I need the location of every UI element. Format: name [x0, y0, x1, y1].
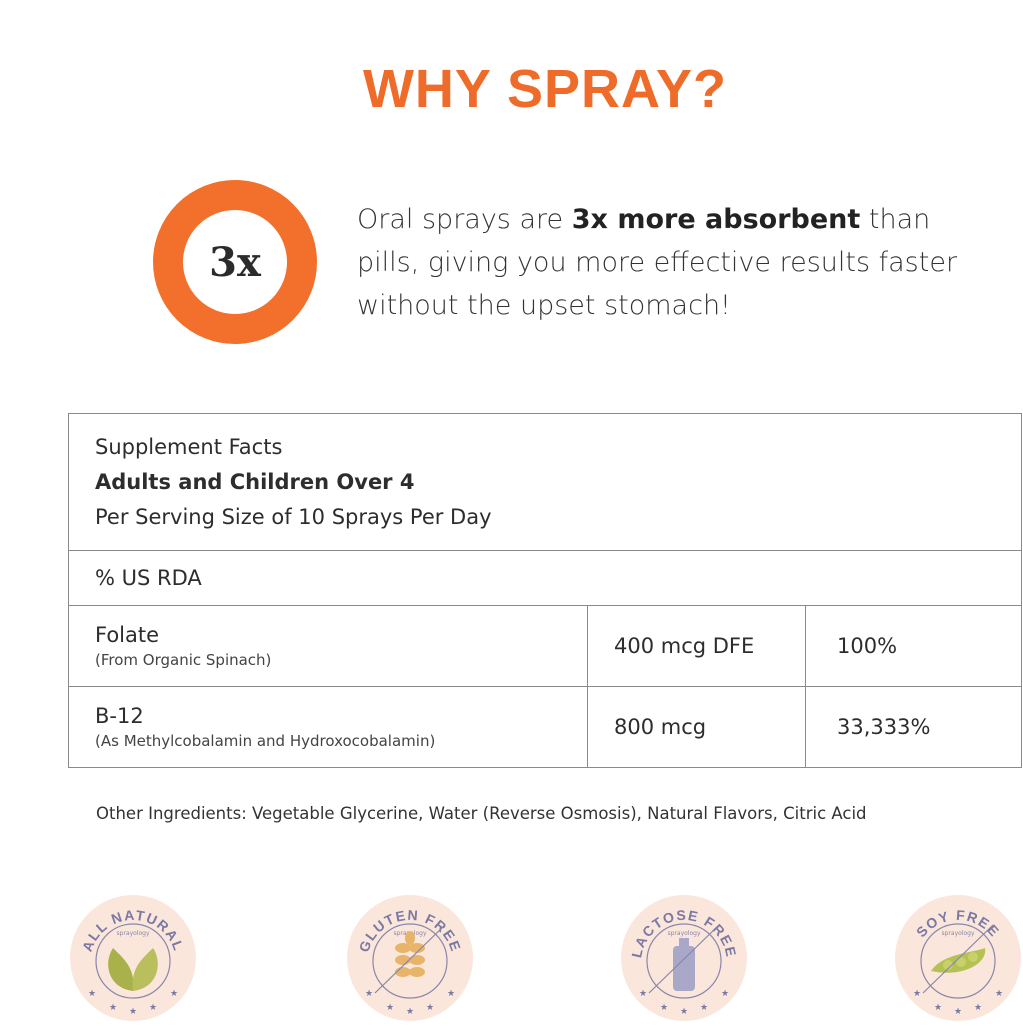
stars-icon: ★ ★ ★ ★ ★	[88, 989, 178, 1017]
svg-text:★: ★	[365, 989, 373, 999]
svg-text:★: ★	[447, 989, 455, 999]
milk-bottle-icon	[673, 938, 695, 991]
svg-text:★: ★	[426, 1003, 434, 1013]
brand-logo: sprayology	[942, 930, 975, 937]
badge-gluten-free: GLUTEN FREE sprayology ★★★★★	[345, 893, 475, 1023]
facts-header: Supplement Facts Adults and Children Ove…	[68, 413, 1022, 551]
svg-text:★: ★	[406, 1007, 414, 1017]
other-ingredients: Other Ingredients: Vegetable Glycerine, …	[96, 804, 867, 823]
absorption-blurb: Oral sprays are 3x more absorbent than p…	[357, 204, 958, 321]
svg-text:★: ★	[129, 1007, 137, 1017]
badge-all-natural: ALL NATURAL sprayology ★ ★ ★ ★ ★	[68, 893, 198, 1023]
svg-text:★: ★	[700, 1003, 708, 1013]
brand-logo: sprayology	[668, 930, 701, 937]
stars-icon: ★ ★ ★ ★ ★	[639, 989, 729, 1017]
stat-value: 3x	[209, 238, 261, 286]
svg-text:★: ★	[88, 989, 96, 999]
brand-logo: sprayology	[117, 930, 150, 937]
supplement-facts-table: Supplement Facts Adults and Children Ove…	[68, 413, 1022, 768]
stars-icon: ★ ★ ★ ★ ★	[365, 989, 455, 1017]
svg-text:★: ★	[721, 989, 729, 999]
soybean-icon	[931, 948, 986, 973]
3x-ring-icon: 3x	[153, 180, 317, 344]
svg-text:★: ★	[660, 1003, 668, 1013]
badge-lactose-free: LACTOSE FREE sprayology ★ ★ ★ ★ ★	[619, 893, 749, 1023]
rda-label: % US RDA	[68, 550, 1022, 606]
page-title: WHY SPRAY?	[362, 59, 728, 119]
svg-text:★: ★	[934, 1003, 942, 1013]
svg-text:★: ★	[954, 1007, 962, 1017]
svg-text:★: ★	[680, 1007, 688, 1017]
svg-text:★: ★	[974, 1003, 982, 1013]
svg-text:★: ★	[170, 989, 178, 999]
table-row: Folate (From Organic Spinach) 400 mcg DFE…	[68, 605, 1022, 687]
stars-icon: ★ ★ ★ ★ ★	[913, 989, 1003, 1017]
svg-text:★: ★	[109, 1003, 117, 1013]
badge-soy-free: SOY FREE sprayology ★ ★ ★ ★ ★	[893, 893, 1023, 1023]
svg-text:★: ★	[913, 989, 921, 999]
leaves-icon	[108, 948, 158, 991]
svg-text:★: ★	[149, 1003, 157, 1013]
table-row: B-12 (As Methylcobalamin and Hydroxocobal…	[68, 686, 1022, 768]
svg-text:★: ★	[995, 989, 1003, 999]
svg-text:★: ★	[386, 1003, 394, 1013]
svg-text:★: ★	[639, 989, 647, 999]
